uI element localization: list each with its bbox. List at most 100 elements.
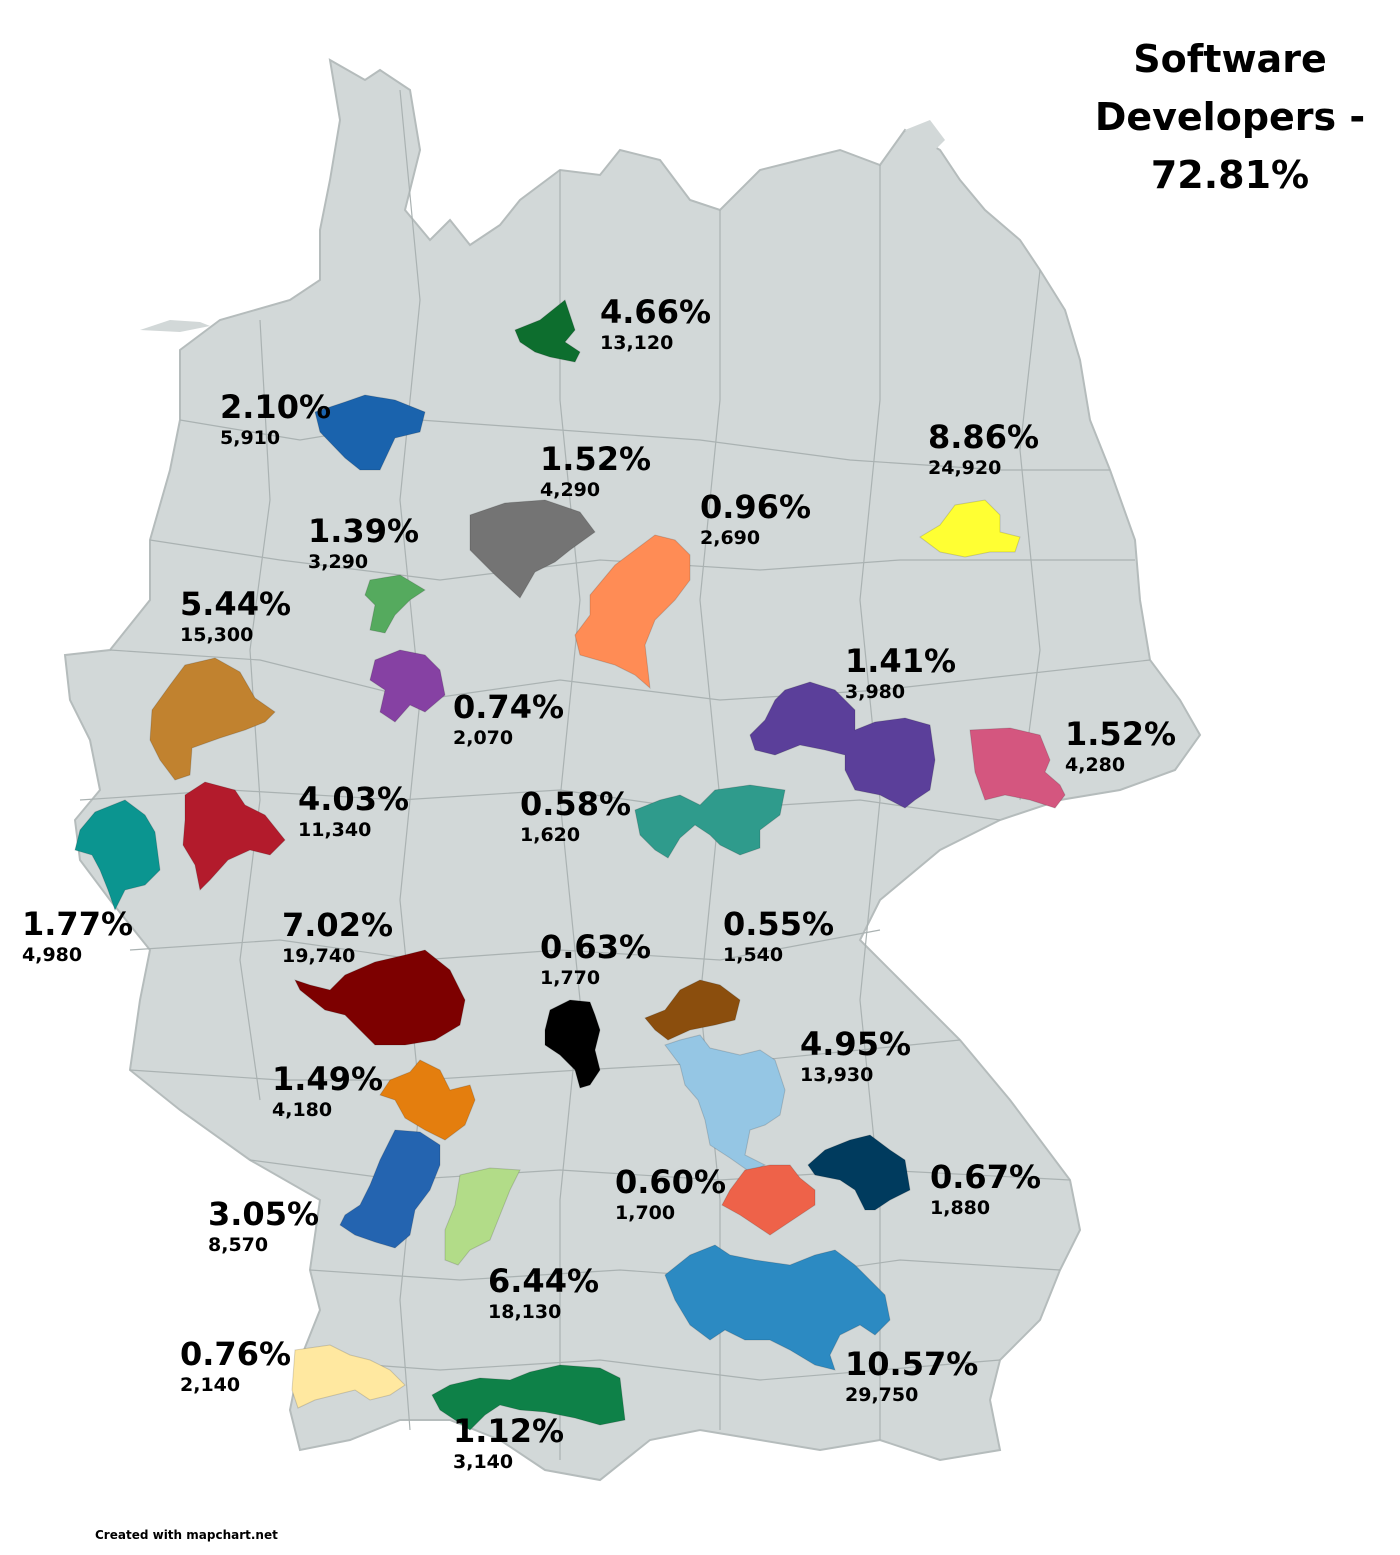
- label-nuernberg: 4.95% 13,930: [800, 1025, 911, 1087]
- region-frankfurt: [294, 949, 466, 1046]
- label-count: 8,570: [208, 1234, 269, 1256]
- island-ruegen: [905, 120, 945, 160]
- label-osnabrueck: 1.39% 3,290: [308, 512, 419, 574]
- label-pct: 6.44%: [488, 1262, 600, 1300]
- label-count: 13,930: [800, 1064, 874, 1086]
- region-bodensee: [431, 1364, 626, 1431]
- label-muenchen: 10.57% 29,750: [845, 1345, 978, 1407]
- label-pct: 1.52%: [540, 440, 652, 478]
- label-bremen: 2.10% 5,910: [220, 388, 331, 450]
- region-ingolstadt: [721, 1164, 816, 1236]
- label-pct: 1.77%: [22, 905, 134, 943]
- label-count: 3,980: [845, 681, 906, 703]
- label-count: 1,540: [723, 944, 784, 966]
- label-count: 4,280: [1065, 754, 1126, 776]
- label-pct: 1.41%: [845, 642, 957, 680]
- region-bremen: [314, 394, 426, 471]
- region-berlin: [919, 499, 1021, 558]
- credit-text: Created with mapchart.net: [95, 1528, 278, 1542]
- highlighted-regions: [74, 299, 1066, 1431]
- label-count: 13,120: [600, 332, 674, 354]
- label-pct: 4.03%: [298, 780, 410, 818]
- title-line-2: Developers -: [1094, 95, 1366, 139]
- label-thueringen: 0.58% 1,620: [520, 785, 631, 847]
- label-pct: 2.10%: [220, 388, 332, 426]
- region-freiburg: [291, 1344, 406, 1409]
- label-pct: 3.05%: [208, 1195, 320, 1233]
- label-hamburg: 4.66% 13,120: [600, 293, 711, 355]
- label-frankfurt: 7.02% 19,740: [282, 906, 393, 968]
- label-pct: 1.52%: [1065, 715, 1177, 753]
- label-pct: 8.86%: [928, 418, 1040, 456]
- label-dresden: 1.52% 4,280: [1065, 715, 1176, 777]
- label-pct: 0.67%: [930, 1158, 1042, 1196]
- label-braunschweig: 0.96% 2,690: [700, 488, 811, 550]
- label-regensburg: 0.67% 1,880: [930, 1158, 1041, 1220]
- region-leipzig-halle: [749, 681, 936, 809]
- label-stuttgart: 6.44% 18,130: [488, 1262, 599, 1324]
- label-count: 4,290: [540, 479, 601, 501]
- label-bielefeld: 0.74% 2,070: [453, 688, 564, 750]
- label-count: 5,910: [220, 427, 281, 449]
- island-north-sea: [140, 320, 210, 332]
- region-regensburg: [807, 1134, 911, 1211]
- label-koeln: 4.03% 11,340: [298, 780, 409, 842]
- label-freiburg: 0.76% 2,140: [180, 1335, 291, 1397]
- label-mannheim: 1.49% 4,180: [272, 1060, 383, 1122]
- label-count: 1,700: [615, 1202, 676, 1224]
- label-count: 4,180: [272, 1099, 333, 1121]
- label-pct: 0.74%: [453, 688, 565, 726]
- region-mannheim: [379, 1059, 476, 1141]
- label-count: 3,290: [308, 551, 369, 573]
- region-koeln: [182, 781, 286, 892]
- region-hamburg: [514, 299, 581, 363]
- map-title: Software Developers - 72.81%: [1080, 30, 1380, 204]
- label-pct: 0.63%: [540, 928, 652, 966]
- label-count: 19,740: [282, 945, 356, 967]
- region-thueringen: [634, 784, 786, 859]
- region-osnabrueck: [364, 574, 426, 634]
- label-count: 15,300: [180, 624, 254, 646]
- region-ruhr: [149, 657, 276, 781]
- region-stuttgart: [444, 1167, 521, 1266]
- label-pct: 0.60%: [615, 1163, 727, 1201]
- label-pct: 0.76%: [180, 1335, 292, 1373]
- label-pct: 5.44%: [180, 585, 292, 623]
- label-aachen: 1.77% 4,980: [22, 905, 133, 967]
- district-borders: [79, 89, 1151, 1460]
- region-bielefeld: [369, 649, 446, 723]
- label-pct: 0.58%: [520, 785, 632, 823]
- label-count: 2,140: [180, 1374, 241, 1396]
- label-pct: 10.57%: [845, 1345, 979, 1383]
- label-count: 2,070: [453, 727, 514, 749]
- label-ruhr: 5.44% 15,300: [180, 585, 291, 647]
- region-hannover: [469, 499, 596, 599]
- label-count: 24,920: [928, 457, 1002, 479]
- label-pct: 1.39%: [308, 512, 420, 550]
- title-line-1: Software: [1133, 37, 1327, 81]
- region-karlsruhe: [339, 1129, 441, 1249]
- label-bodensee: 1.12% 3,140: [453, 1412, 564, 1474]
- label-count: 11,340: [298, 819, 372, 841]
- title-line-3: 72.81%: [1150, 153, 1310, 197]
- label-pct: 0.55%: [723, 905, 835, 943]
- label-pct: 4.66%: [600, 293, 712, 331]
- label-count: 2,690: [700, 527, 761, 549]
- label-count: 29,750: [845, 1384, 919, 1406]
- region-dresden: [969, 727, 1066, 809]
- label-count: 4,980: [22, 944, 83, 966]
- label-karlsruhe: 3.05% 8,570: [208, 1195, 319, 1257]
- label-hannover: 1.52% 4,290: [540, 440, 651, 502]
- region-nuernberg: [664, 1034, 786, 1173]
- label-wuerzburg: 0.63% 1,770: [540, 928, 651, 990]
- label-count: 1,770: [540, 967, 601, 989]
- label-bamberg: 0.55% 1,540: [723, 905, 834, 967]
- label-pct: 7.02%: [282, 906, 394, 944]
- label-pct: 1.49%: [272, 1060, 384, 1098]
- label-count: 1,880: [930, 1197, 991, 1219]
- label-count: 3,140: [453, 1451, 514, 1473]
- label-berlin: 8.86% 24,920: [928, 418, 1039, 480]
- label-count: 1,620: [520, 824, 581, 846]
- label-pct: 1.12%: [453, 1412, 565, 1450]
